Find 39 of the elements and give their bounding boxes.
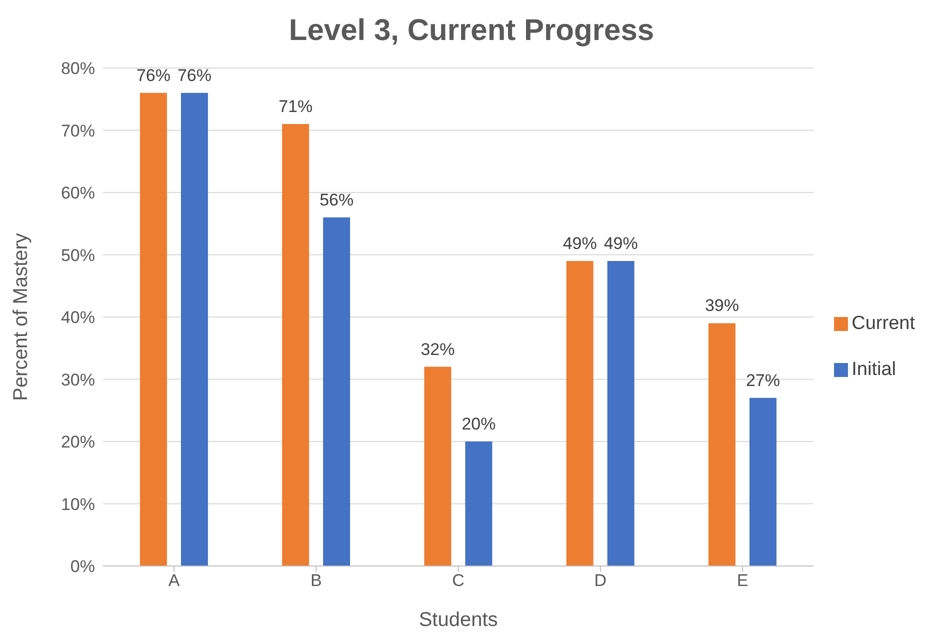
y-tick-label: 70% [60,121,95,140]
y-tick-label: 80% [60,59,95,78]
x-tick-label: D [594,571,607,590]
data-label: 39% [704,296,739,316]
x-tick-label: E [736,571,748,590]
data-label: 49% [604,234,638,253]
y-axis-title: Percent of Mastery [10,233,32,401]
y-tick-label: 60% [60,184,95,203]
data-label: 71% [278,97,313,116]
y-tick-label: 0% [70,557,95,576]
bar [140,92,167,566]
x-axis-title: Students [418,609,498,631]
bar [323,217,350,566]
legend-label: Initial [852,359,896,380]
chart-title: Level 3, Current Progress [288,13,656,49]
y-tick-label: 40% [60,308,95,328]
data-label: 56% [320,190,354,210]
bar [607,260,634,566]
data-label: 76% [177,66,212,85]
bar [180,92,208,566]
bar [424,366,452,566]
bar [708,323,736,566]
y-tick-label: 30% [60,370,95,390]
x-tick-label: C [452,571,464,590]
data-label: 20% [462,414,496,434]
data-label: 27% [746,370,780,390]
y-tick-label: 20% [60,432,95,452]
x-tick-label: B [310,571,322,590]
bar [566,260,594,566]
data-label: 49% [562,234,597,253]
data-label: 32% [420,340,455,359]
bar [749,398,776,566]
x-tick-label: A [168,571,180,590]
legend-label: Current [852,313,915,334]
y-tick-label: 50% [60,246,95,265]
y-tick-label: 10% [60,494,95,514]
data-label: 76% [136,66,170,85]
bar [282,124,310,566]
bar [465,442,492,566]
